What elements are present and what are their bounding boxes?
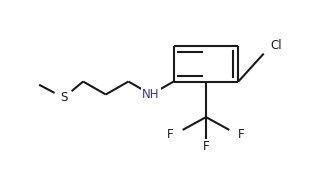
Text: F: F: [238, 128, 245, 141]
Text: NH: NH: [142, 88, 160, 101]
Text: Cl: Cl: [271, 39, 282, 52]
Text: F: F: [203, 140, 209, 153]
Text: S: S: [60, 91, 67, 104]
Text: F: F: [167, 128, 174, 141]
